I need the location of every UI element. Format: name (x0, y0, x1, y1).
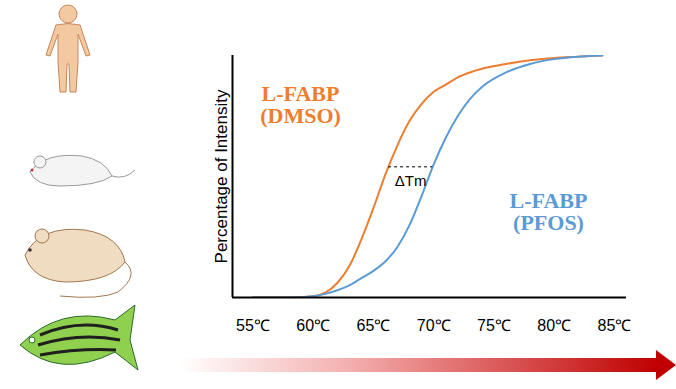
svg-text:55℃: 55℃ (236, 317, 270, 334)
svg-text:85℃: 85℃ (598, 317, 632, 334)
svg-text:70℃: 70℃ (417, 317, 451, 334)
svg-text:75℃: 75℃ (477, 317, 511, 334)
svg-text:L-FABP(PFOS): L-FABP(PFOS) (510, 188, 588, 235)
svg-text:65℃: 65℃ (357, 317, 391, 334)
svg-text:ΔTm: ΔTm (395, 172, 427, 189)
svg-text:60℃: 60℃ (296, 317, 330, 334)
svg-text:L-FABP(DMSO): L-FABP(DMSO) (260, 81, 341, 128)
svg-text:Percentage of Intensity: Percentage of Intensity (212, 89, 231, 263)
svg-text:80℃: 80℃ (537, 317, 571, 334)
